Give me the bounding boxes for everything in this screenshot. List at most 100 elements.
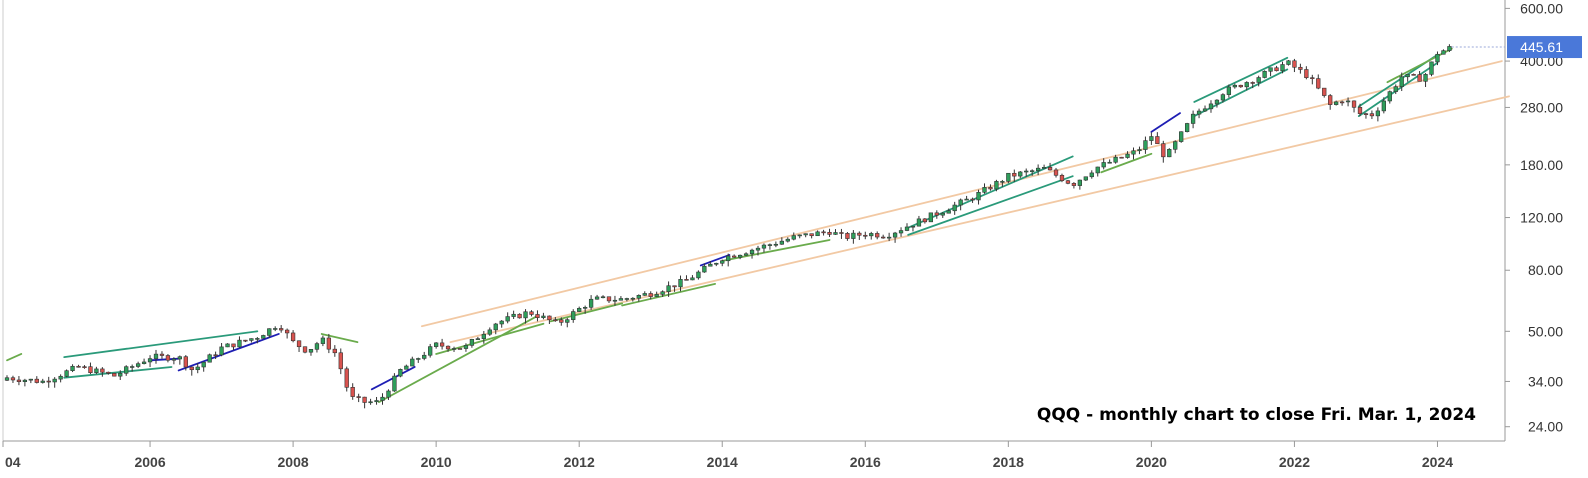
candle [749,248,755,259]
candle [1411,73,1416,76]
candle [1202,105,1208,112]
candle [1244,81,1249,91]
candle-body [1107,161,1112,164]
candle-body [177,356,182,360]
candle-body [416,358,421,360]
candle [428,343,433,358]
candle [416,357,421,363]
candle [875,231,880,240]
candle-body [350,387,355,397]
candle [1316,74,1321,90]
candle [827,228,832,237]
candle-body [743,253,749,256]
candle-body [314,343,320,350]
candle-body [4,377,10,381]
candle-body [541,315,546,318]
candle [612,295,618,306]
candle [708,261,713,267]
candle [1035,164,1041,176]
candle-body [1369,113,1375,117]
trendline [1193,56,1289,103]
candle-body [1339,101,1345,104]
candle-body [1310,77,1315,79]
candle [994,179,999,192]
candle [648,291,653,300]
candle-body [821,231,826,234]
candle [970,197,975,203]
candle-body [1244,82,1249,88]
trendline [907,175,1074,236]
candle [1304,66,1309,80]
candle [565,317,570,328]
candle [326,333,332,354]
candle-body [332,348,337,354]
candle [1405,74,1410,82]
candle [386,389,391,400]
candle [279,325,284,333]
candle [487,327,492,336]
candle [1417,71,1422,82]
candle [58,374,63,383]
candle [1000,179,1005,187]
candle [296,340,302,352]
candle-body [326,337,332,350]
candle-body [940,212,945,216]
candle-body [1250,82,1255,84]
candle [1298,63,1303,74]
candle [940,212,945,218]
candle [52,377,57,388]
candle [636,294,641,302]
candle-body [469,339,475,346]
candle [130,364,135,372]
candle-body [1220,94,1226,101]
candle-body [982,187,987,193]
candle [600,295,606,299]
candle-body [755,247,761,251]
candle [76,364,81,368]
candle-body [463,345,469,349]
candle [40,378,45,384]
candle [1119,156,1124,159]
candle [118,370,123,380]
candle [159,351,165,359]
candle-body [606,296,612,302]
candle [1310,74,1315,85]
candle [863,231,868,240]
candle [1447,44,1452,53]
candle [618,296,624,301]
candle-body [76,365,81,368]
candle-body [988,187,993,190]
candle [672,285,677,292]
price-tick-label: 34.00 [1528,373,1563,389]
trendline [63,330,259,359]
candle [886,232,892,242]
trendline [1100,152,1153,174]
candle-body [535,314,540,318]
trendline [378,315,538,404]
candle-body [928,212,933,223]
candle-body [630,297,635,300]
candle [511,310,516,320]
candle-body [308,349,314,353]
candle [457,348,463,350]
candle [290,330,296,343]
candle-body [398,369,403,377]
candle [469,338,475,348]
candle [1280,61,1285,74]
trendline [420,60,1503,328]
candle-body [457,348,463,350]
candle-body [1173,141,1178,150]
candle-body [588,298,594,308]
last-price-badge [1507,36,1582,59]
candle [630,297,635,302]
candle-body [451,348,457,350]
candle [1149,132,1154,145]
candle-body [302,346,308,353]
candle [1286,60,1291,66]
candle [702,263,707,273]
candle [1268,67,1273,77]
price-tick-label: 24.00 [1528,419,1563,435]
candle [529,310,534,317]
candle-body [1316,78,1321,89]
